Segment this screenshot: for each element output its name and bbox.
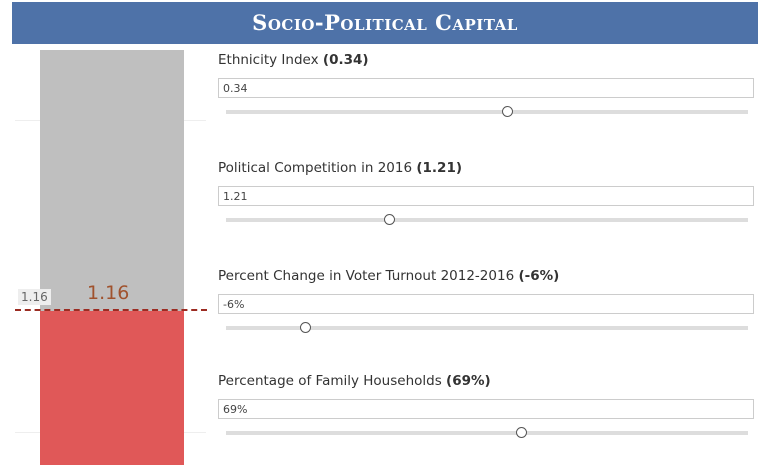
slider-knob[interactable] — [300, 322, 311, 333]
parameter-input[interactable]: -6% — [218, 294, 754, 314]
parameter-name: Percent Change in Voter Turnout 2012-201… — [218, 268, 515, 284]
parameter-value: (-6%) — [518, 268, 560, 284]
parameter-input[interactable]: 69% — [218, 399, 754, 419]
parameter-input[interactable]: 1.21 — [218, 186, 754, 206]
slider-track[interactable] — [226, 218, 748, 222]
parameter-name: Political Competition in 2016 — [218, 160, 413, 176]
parameter-label: Percent Change in Voter Turnout 2012-201… — [218, 268, 559, 284]
slider-knob[interactable] — [384, 214, 395, 225]
parameter-label: Percentage of Family Households (69%) — [218, 373, 491, 389]
axis-tick — [184, 120, 206, 121]
axis-tick — [15, 120, 40, 121]
axis-tick — [184, 432, 206, 433]
parameter-label: Ethnicity Index (0.34) — [218, 52, 369, 68]
parameter-value: (1.21) — [416, 160, 463, 176]
reference-label: 1.16 — [18, 289, 51, 305]
value-label: 1.16 — [87, 282, 130, 304]
parameter-input[interactable]: 0.34 — [218, 78, 754, 98]
parameter-label: Political Competition in 2016 (1.21) — [218, 160, 462, 176]
slider-knob[interactable] — [516, 427, 527, 438]
slider-track[interactable] — [226, 326, 748, 330]
slider-track[interactable] — [226, 110, 748, 114]
parameter-value: (0.34) — [322, 52, 369, 68]
axis-tick — [15, 432, 40, 433]
parameter-name: Percentage of Family Households — [218, 373, 442, 389]
slider-knob[interactable] — [502, 106, 513, 117]
gauge-remaining — [40, 50, 184, 311]
reference-line — [15, 309, 207, 311]
slider-track[interactable] — [226, 431, 748, 435]
panel-title: Socio-Political Capital — [12, 2, 758, 44]
parameter-value: (69%) — [446, 373, 491, 389]
gauge-fill — [40, 311, 184, 465]
parameter-name: Ethnicity Index — [218, 52, 319, 68]
